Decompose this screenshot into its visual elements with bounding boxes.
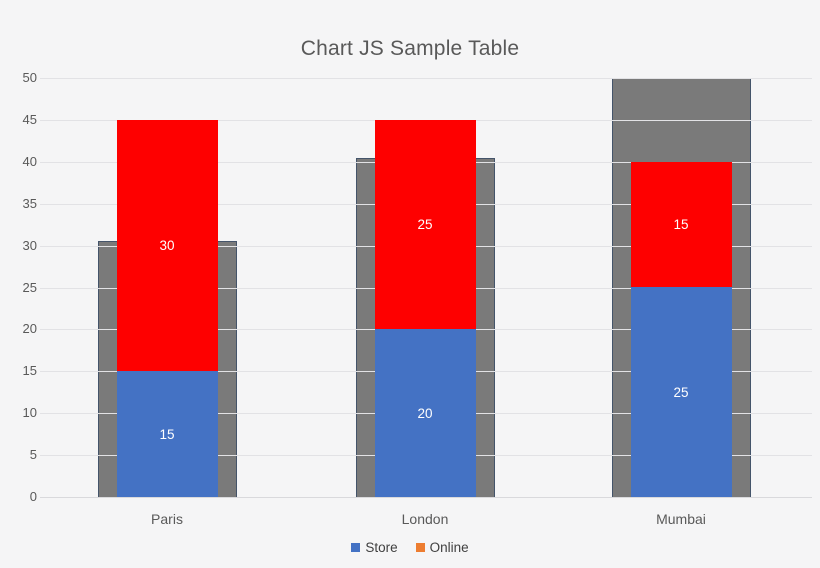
y-axis-tick-label: 45 <box>22 111 37 127</box>
bar-value-label: 15 <box>673 217 689 233</box>
stacked-bar-mumbai: 25 15 <box>630 161 732 497</box>
x-axis-label-london: London <box>401 511 449 527</box>
bar-segment-store: 20 <box>374 329 476 497</box>
y-axis-tick-label: 35 <box>22 195 37 211</box>
y-axis-tick-label: 15 <box>22 363 37 379</box>
bar-segment-online-red-segment: 30 <box>116 119 218 372</box>
legend-swatch-online <box>415 543 425 552</box>
y-axis-tick-label: 10 <box>22 405 37 421</box>
bar-segment-online-red-segment: 15 <box>630 161 732 288</box>
y-axis-tick-label: 40 <box>22 153 37 169</box>
y-axis-tick-label: 5 <box>29 447 37 463</box>
x-axis-label-mumbai: Mumbai <box>656 511 706 527</box>
bar-value-label: 30 <box>159 238 175 254</box>
bar-value-label: 15 <box>159 426 175 442</box>
y-axis-tick-label: 25 <box>22 279 37 295</box>
bar-segment-online-red-segment: 25 <box>374 119 476 330</box>
x-axis-label-paris: Paris <box>151 511 183 527</box>
legend-swatch-store <box>351 543 361 552</box>
bar-segment-store: 25 <box>630 287 732 497</box>
stacked-bar-london: 20 25 <box>374 119 476 497</box>
y-axis-tick-label: 30 <box>22 237 37 253</box>
chart-title: Chart JS Sample Table <box>300 37 520 60</box>
gridline-y0 <box>40 497 812 498</box>
bar-value-label: 20 <box>417 405 433 421</box>
bar-value-label: 25 <box>673 384 689 400</box>
y-axis-tick-label: 50 <box>22 70 37 85</box>
stacked-bar-paris: 15 30 <box>116 119 218 497</box>
y-axis-tick-label: 0 <box>29 489 37 504</box>
gridline-y50 <box>40 78 812 79</box>
y-axis-tick-label: 20 <box>22 321 37 337</box>
legend-label: Store <box>365 540 398 555</box>
legend-item-online: Online <box>415 540 469 555</box>
legend-item-store: Store <box>351 540 398 555</box>
bar-segment-store: 15 <box>116 371 218 497</box>
bar-value-label: 25 <box>417 217 433 233</box>
chart-legend: Store Online <box>0 540 820 555</box>
legend-label: Online <box>429 540 469 555</box>
